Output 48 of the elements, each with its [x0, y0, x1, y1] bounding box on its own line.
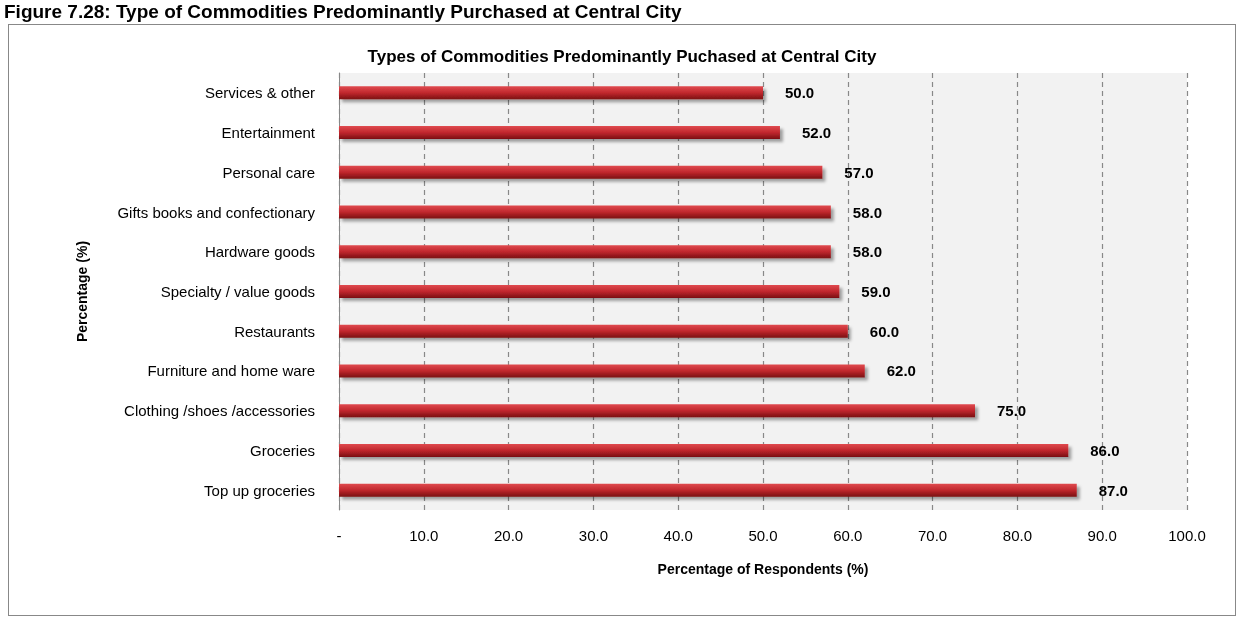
data-label: 87.0 [1098, 481, 1128, 499]
y-tick-label: Gifts books and confectionary [117, 203, 316, 221]
y-tick-label: Groceries [249, 441, 315, 459]
x-tick-label: 50.0 [748, 527, 778, 544]
data-label: 86.0 [1090, 441, 1120, 459]
bar [339, 364, 865, 378]
y-tick-label: Specialty / value goods [160, 283, 315, 300]
y-tick-label: Clothing /shoes /accessories [124, 402, 315, 420]
x-tick-label: 100.0 [1168, 527, 1206, 544]
data-label: 75.0 [997, 402, 1027, 420]
caption: Figure 7.28: Type of Commodities Predominantly Purchased at Central City [4, 1, 682, 23]
data-label: 57.0 [844, 163, 874, 181]
y-tick-label: Hardware goods [204, 243, 315, 261]
x-tick-label: - [336, 527, 342, 544]
data-label: 50.0 [785, 84, 815, 102]
x-tick-label: 90.0 [1087, 527, 1117, 544]
y-tick-label: Restaurants [234, 322, 315, 340]
x-tick-label: 30.0 [578, 527, 608, 544]
data-label: 58.0 [852, 203, 883, 221]
y-tick-label: Entertainment [221, 124, 316, 142]
data-label: 58.0 [852, 243, 883, 261]
x-tick-label: 10.0 [409, 527, 439, 544]
bar [339, 324, 848, 338]
bar [339, 86, 763, 100]
bar [339, 285, 840, 298]
bar [339, 245, 831, 259]
data-label: 62.0 [886, 362, 916, 380]
x-tick-label: 70.0 [918, 527, 948, 544]
y-tick-label: Services & other [204, 84, 315, 102]
bar [339, 443, 1069, 457]
y-tick-label: Top up groceries [204, 481, 315, 499]
x-tick-label: 80.0 [1002, 527, 1032, 544]
x-axis-title: Percentage of Respondents (%) [657, 561, 869, 577]
bar [339, 126, 780, 140]
y-tick-label: Personal care [222, 163, 315, 181]
bar [339, 205, 831, 219]
x-tick-label: 40.0 [663, 527, 693, 544]
bar [339, 404, 975, 418]
data-label: 52.0 [801, 124, 832, 142]
data-label: 60.0 [869, 322, 899, 340]
chart-title: Types of Commodities Predominantly Puchased at Central City [367, 47, 877, 66]
data-label: 59.0 [861, 283, 891, 300]
x-tick-label: 60.0 [833, 527, 863, 544]
bar [339, 165, 823, 179]
y-tick-label: Furniture and home ware [147, 362, 315, 380]
x-tick-label: 20.0 [494, 527, 524, 544]
y-axis-title: Percentage (%) [74, 240, 90, 343]
bar [339, 483, 1077, 497]
